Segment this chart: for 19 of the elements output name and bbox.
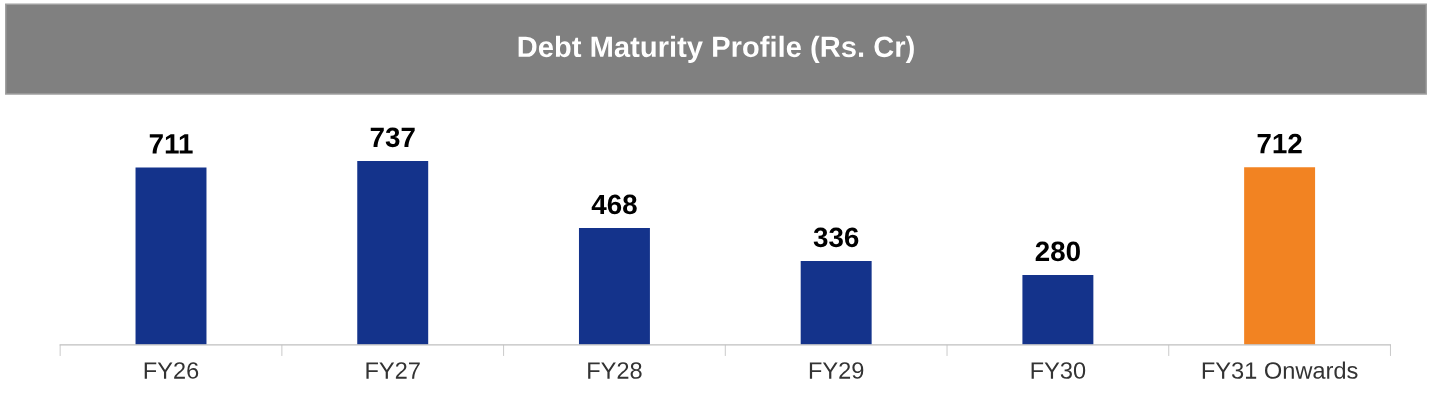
chart-title: Debt Maturity Profile (Rs. Cr) [518,35,914,63]
data-label: 737 [370,127,415,148]
data-label: 711 [149,134,193,154]
x-tick-label: FY26 [144,362,199,379]
bar [1022,275,1094,345]
bar [357,160,429,345]
bar [578,228,650,345]
x-tick-label: FY29 [809,362,864,379]
data-label: 280 [1035,241,1080,262]
data-label: 336 [813,227,859,248]
bar [135,167,207,345]
x-tick-label: FY30 [1031,362,1086,379]
x-tick-label: FY28 [588,362,642,379]
data-label: 468 [591,194,637,215]
bar [800,261,872,345]
bar [1244,167,1316,345]
x-tick-label: FY27 [366,362,420,379]
x-tick-label: FY31 Onwards [1202,361,1358,379]
data-label: 712 [1257,133,1302,154]
